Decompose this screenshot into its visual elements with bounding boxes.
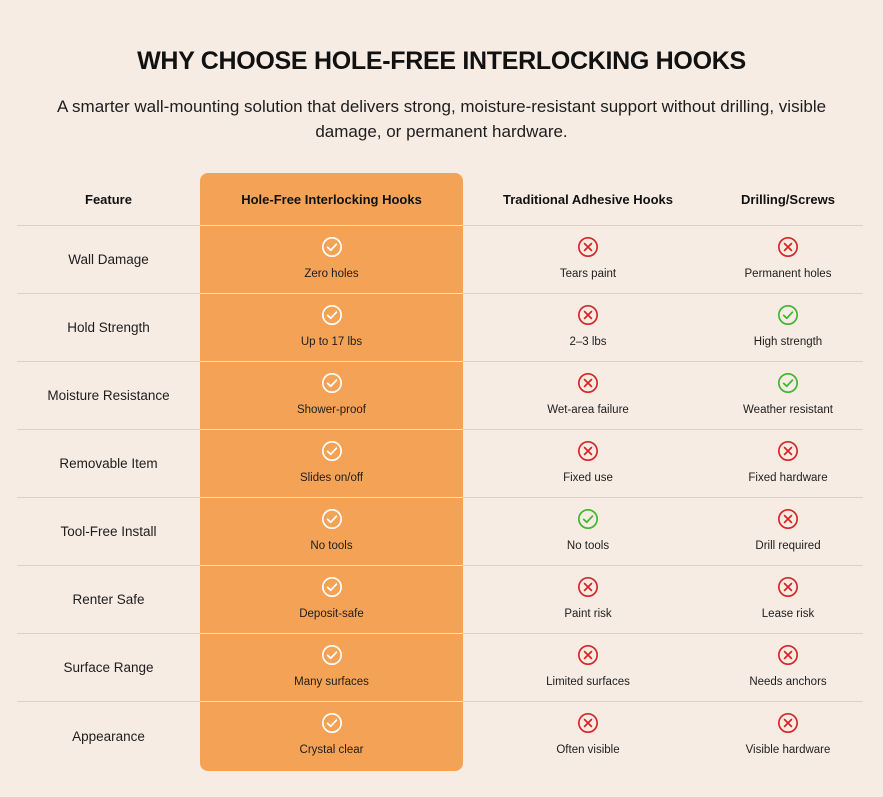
check-icon bbox=[577, 508, 599, 530]
cell-value-text: Zero holes bbox=[304, 268, 359, 280]
page-subtitle: A smarter wall-mounting solution that de… bbox=[56, 97, 827, 141]
header-feature: Feature bbox=[17, 173, 200, 226]
cell-adhesive-hooks: Wet-area failure bbox=[463, 362, 713, 430]
cross-icon bbox=[577, 644, 599, 666]
cell-drilling-screws: Visible hardware bbox=[713, 702, 863, 770]
cross-icon bbox=[577, 576, 599, 598]
cell-adhesive-hooks: 2–3 lbs bbox=[463, 294, 713, 362]
cell-value-text: Slides on/off bbox=[299, 472, 364, 484]
cell-drilling-screws: Permanent holes bbox=[713, 226, 863, 294]
cell-drilling-screws: Fixed hardware bbox=[713, 430, 863, 498]
comparison-grid: Feature Hole-Free Interlocking Hooks Tradi… bbox=[17, 173, 863, 770]
cell-adhesive-hooks: Limited surfaces bbox=[463, 634, 713, 702]
feature-label: Renter Safe bbox=[17, 566, 200, 634]
check-icon bbox=[321, 644, 343, 666]
cross-icon bbox=[577, 440, 599, 462]
cell-drilling-screws: Needs anchors bbox=[713, 634, 863, 702]
cell-drilling-screws: Weather resistant bbox=[713, 362, 863, 430]
cell-value-text: Tears paint bbox=[559, 268, 617, 280]
cross-icon bbox=[777, 440, 799, 462]
cross-icon bbox=[577, 712, 599, 734]
feature-label: Tool-Free Install bbox=[17, 498, 200, 566]
cell-value-text: Visible hardware bbox=[745, 744, 831, 756]
cell-drilling-screws: Drill required bbox=[713, 498, 863, 566]
cell-hole-free-hooks: Deposit-safe bbox=[200, 566, 463, 634]
cell-value-text: Up to 17 lbs bbox=[300, 336, 363, 348]
cross-icon bbox=[577, 372, 599, 394]
check-icon bbox=[321, 576, 343, 598]
cell-hole-free-hooks: Many surfaces bbox=[200, 634, 463, 702]
feature-label: Hold Strength bbox=[17, 294, 200, 362]
feature-label: Moisture Resistance bbox=[17, 362, 200, 430]
cell-value-text: No tools bbox=[310, 540, 353, 552]
check-icon bbox=[777, 304, 799, 326]
cross-icon bbox=[777, 644, 799, 666]
page-title: WHY CHOOSE HOLE-FREE INTERLOCKING HOOKS bbox=[137, 46, 746, 75]
cell-hole-free-hooks: Crystal clear bbox=[200, 702, 463, 770]
cell-value-text: High strength bbox=[753, 336, 823, 348]
cell-adhesive-hooks: No tools bbox=[463, 498, 713, 566]
highlighted-column-background bbox=[200, 173, 463, 771]
cross-icon bbox=[777, 236, 799, 258]
check-icon bbox=[321, 372, 343, 394]
cell-adhesive-hooks: Fixed use bbox=[463, 430, 713, 498]
cell-value-text: Paint risk bbox=[564, 608, 612, 620]
cell-hole-free-hooks: No tools bbox=[200, 498, 463, 566]
cell-hole-free-hooks: Up to 17 lbs bbox=[200, 294, 463, 362]
cell-value-text: Often visible bbox=[556, 744, 620, 756]
cell-value-text: Lease risk bbox=[761, 608, 815, 620]
cross-icon bbox=[577, 304, 599, 326]
cell-drilling-screws: Lease risk bbox=[713, 566, 863, 634]
cell-value-text: Limited surfaces bbox=[546, 676, 630, 688]
cell-adhesive-hooks: Tears paint bbox=[463, 226, 713, 294]
cell-value-text: Shower-proof bbox=[296, 404, 367, 416]
comparison-table: Feature Hole-Free Interlocking Hooks Tradi… bbox=[17, 173, 863, 771]
cell-value-text: Fixed hardware bbox=[748, 472, 828, 484]
cross-icon bbox=[777, 508, 799, 530]
feature-label: Appearance bbox=[72, 728, 145, 744]
cell-hole-free-hooks: Shower-proof bbox=[200, 362, 463, 430]
check-icon bbox=[777, 372, 799, 394]
header-adhesive-hooks: Traditional Adhesive Hooks bbox=[463, 173, 713, 226]
cross-icon bbox=[577, 236, 599, 258]
header-drilling-screws: Drilling/Screws bbox=[713, 173, 863, 226]
cell-value-text: Deposit-safe bbox=[299, 608, 364, 620]
cell-value-text: Many surfaces bbox=[294, 676, 369, 688]
cell-drilling-screws: High strength bbox=[713, 294, 863, 362]
feature-label: Wall Damage bbox=[17, 226, 200, 294]
cell-adhesive-hooks: Often visible bbox=[463, 702, 713, 770]
cell-value-text: Permanent holes bbox=[744, 268, 832, 280]
check-icon bbox=[321, 712, 343, 734]
cell-hole-free-hooks: Slides on/off bbox=[200, 430, 463, 498]
cell-value-text: Wet-area failure bbox=[547, 404, 629, 416]
cross-icon bbox=[777, 576, 799, 598]
check-icon bbox=[321, 304, 343, 326]
header-hole-free-hooks: Hole-Free Interlocking Hooks bbox=[200, 173, 463, 226]
cell-value-text: Needs anchors bbox=[749, 676, 827, 688]
cell-value-text: Fixed use bbox=[563, 472, 613, 484]
check-icon bbox=[321, 508, 343, 530]
check-icon bbox=[321, 440, 343, 462]
feature-label: Surface Range bbox=[17, 634, 200, 702]
cell-value-text: No tools bbox=[566, 540, 610, 552]
cell-hole-free-hooks: Zero holes bbox=[200, 226, 463, 294]
cell-value-text: Weather resistant bbox=[743, 404, 833, 416]
check-icon bbox=[321, 236, 343, 258]
feature-label: Removable Item bbox=[17, 430, 200, 498]
cell-value-text: Crystal clear bbox=[299, 744, 364, 756]
cell-value-text: 2–3 lbs bbox=[569, 336, 607, 348]
cell-adhesive-hooks: Paint risk bbox=[463, 566, 713, 634]
cell-value-text: Drill required bbox=[755, 540, 821, 552]
cross-icon bbox=[777, 712, 799, 734]
